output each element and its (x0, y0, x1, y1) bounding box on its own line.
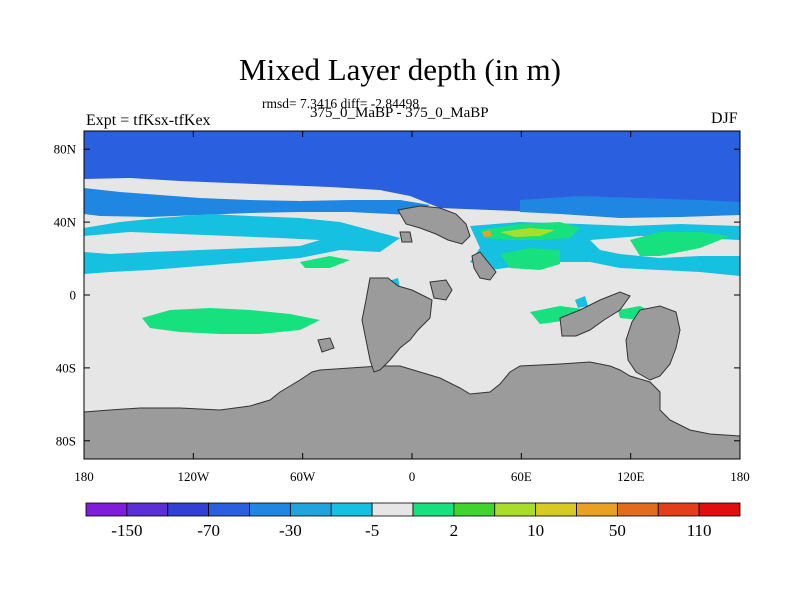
field-contour-green-3 (500, 248, 560, 270)
colorbar-swatch (657, 502, 700, 517)
colorbar-swatch (371, 502, 414, 517)
colorbar-label: -30 (279, 521, 302, 540)
colorbar-label: 50 (609, 521, 626, 540)
field-contour-arctic (84, 131, 740, 214)
colorbar-label: -5 (365, 521, 379, 540)
field-contour-tropic-blue-2 (575, 296, 588, 308)
y-tick-label: 80S (56, 433, 76, 448)
x-tick-label: 120E (617, 469, 645, 484)
colorbar-swatch (126, 502, 169, 517)
colorbar-swatch (208, 502, 250, 517)
land-south-america (361, 277, 433, 373)
land-africa (397, 205, 471, 245)
field-contour-north-band (84, 188, 430, 217)
colorbar-label: 10 (527, 521, 544, 540)
colorbar: -150 -70 -30 -5 2 10 50 110 (85, 502, 741, 540)
field-contour-orange-dot (482, 230, 492, 237)
experiment-label: Expt = tfKsx-tfKex (86, 112, 211, 129)
land-island-1 (429, 279, 453, 301)
land-island-3 (317, 337, 335, 353)
x-tick-label: 120W (177, 469, 210, 484)
field-contour-green-4 (630, 232, 730, 256)
colorbar-label: -150 (111, 521, 142, 540)
colorbar-swatch (535, 502, 577, 517)
x-tick-label: 180 (730, 469, 750, 484)
field-contour-yellow (500, 228, 555, 237)
x-tick-label: 180 (74, 469, 94, 484)
colorbar-swatch (85, 502, 128, 517)
land-antarctica (84, 361, 740, 459)
y-tick-label: 80N (54, 142, 77, 157)
colorbar-swatch (167, 502, 210, 517)
colorbar-swatch (576, 502, 618, 517)
colorbar-swatch (249, 502, 291, 517)
colorbar-label: 110 (687, 521, 712, 540)
field-contour-green-1 (142, 308, 320, 334)
y-tick-label: 40S (56, 360, 76, 375)
axis-ticks: 80N 40N 0 40S 80S 180 120W 60W 0 60E 120E 180 (54, 131, 750, 484)
plot-title: Mixed Layer depth (in m) (239, 52, 561, 87)
y-tick-label: 0 (70, 288, 77, 303)
x-tick-label: 0 (409, 469, 416, 484)
land-mask (84, 205, 740, 459)
colorbar-swatch (494, 502, 537, 517)
colorbar-swatch (412, 502, 455, 517)
stats-text: rmsd= 7.3416 diff= -2.84498 (262, 96, 420, 111)
x-tick-label: 60W (290, 469, 316, 484)
field-contour-gap-1 (84, 232, 320, 254)
colorbar-label: -70 (197, 521, 220, 540)
y-tick-label: 40N (54, 215, 77, 230)
case-label: 375_0_MaBP - 375_0_MaBP (310, 105, 489, 121)
land-island-4 (399, 231, 413, 243)
land-southeast-arc (559, 291, 631, 337)
colorbar-swatch (453, 502, 496, 517)
field-contour-north-pacific (520, 196, 740, 218)
field-contour-green-5 (530, 306, 590, 324)
colorbar-swatch (616, 502, 659, 517)
field-contour-green-6 (300, 256, 350, 268)
land-island-2 (471, 251, 497, 281)
map-field (84, 131, 740, 459)
colorbar-label: 2 (450, 521, 459, 540)
season-label: DJF (711, 110, 738, 127)
colorbar-swatch (289, 502, 332, 517)
colorbar-swatch (330, 502, 373, 517)
x-tick-label: 60E (511, 469, 532, 484)
colorbar-swatch (698, 502, 741, 517)
land-east-continent (625, 305, 681, 381)
